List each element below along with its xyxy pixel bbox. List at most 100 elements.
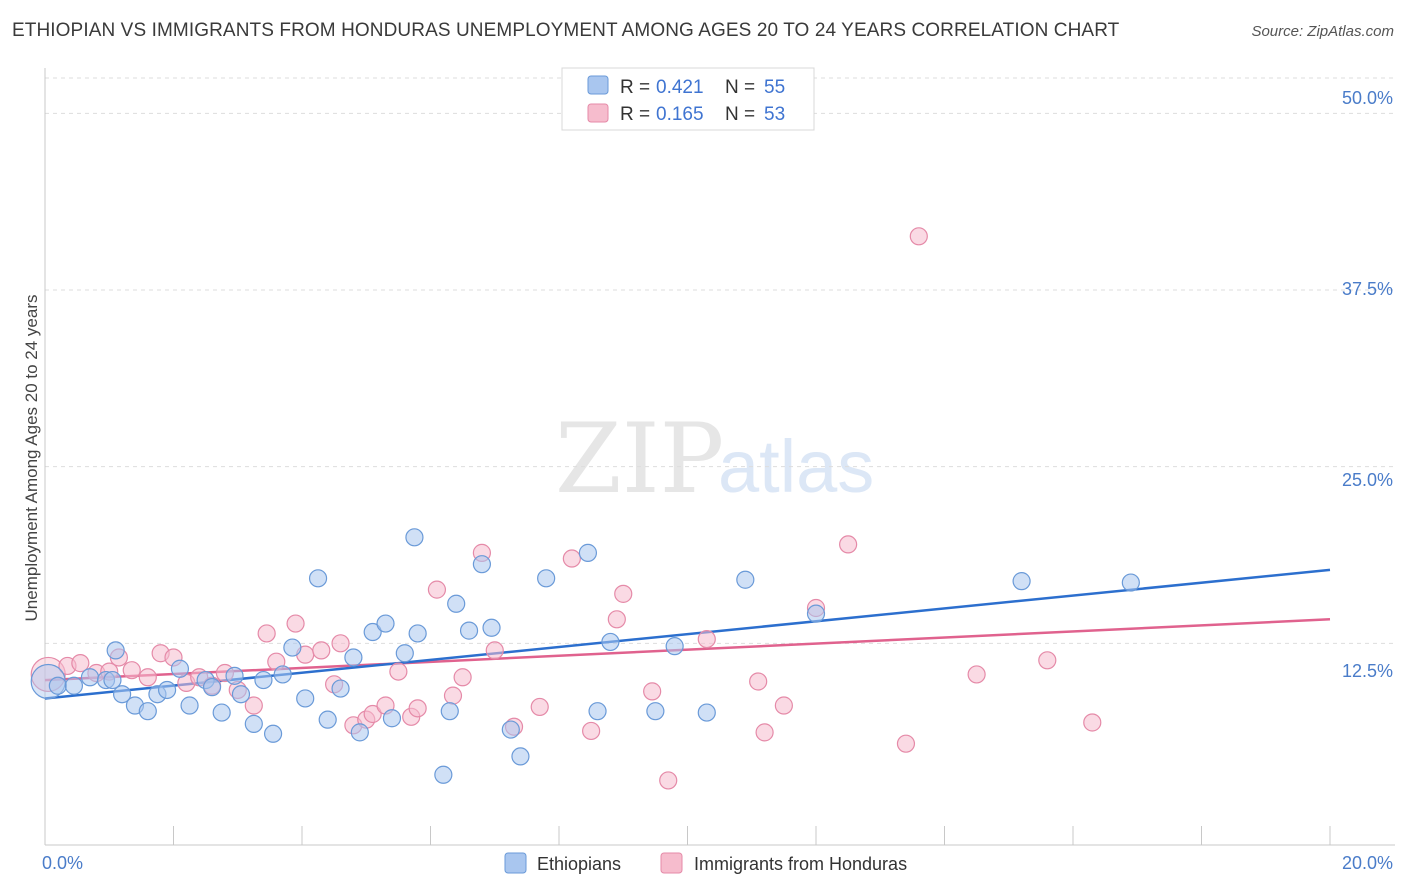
ethiopian-point (459, 621, 479, 640)
ethiopian-point (646, 702, 665, 721)
ethiopian-point (308, 569, 328, 588)
honduras-point (839, 535, 858, 554)
honduras-point (774, 696, 793, 715)
gridlines (45, 77, 1395, 644)
ethiopian-point (806, 604, 826, 623)
legend-r-value: 0.165 (656, 104, 704, 125)
honduras-point (582, 721, 601, 741)
ethiopian-point (537, 569, 556, 588)
y-tick-label: 50.0% (1342, 88, 1393, 108)
honduras-point (967, 665, 986, 684)
honduras-point (485, 641, 504, 660)
ethiopian-point (112, 685, 132, 704)
ethiopian-points (30, 528, 1140, 784)
honduras-point (909, 227, 928, 246)
ethiopian-point (1012, 572, 1031, 591)
ethiopian-point (434, 765, 453, 784)
ethiopian-point (231, 685, 251, 704)
trend-line-honduras (44, 618, 1331, 682)
honduras-point (408, 699, 427, 718)
legend-n-label: N = (725, 104, 755, 125)
honduras-point (659, 771, 678, 790)
ethiopian-point (48, 676, 67, 695)
legend-n-value: 55 (764, 77, 785, 98)
honduras-point (286, 614, 305, 633)
y-tick-label: 25.0% (1342, 470, 1393, 490)
honduras-point (643, 682, 662, 701)
honduras-point (427, 580, 447, 599)
legend-n-label: N = (725, 77, 755, 98)
legend-swatch-honduras (660, 852, 683, 874)
ethiopian-point (138, 702, 157, 721)
ethiopian-point (170, 659, 190, 678)
honduras-point (312, 641, 331, 660)
honduras-point (749, 672, 768, 691)
ethiopian-point (395, 644, 414, 663)
ethiopian-point (296, 689, 315, 708)
ethiopian-point (382, 709, 402, 728)
y-axis-label: Unemployment Among Ages 20 to 24 years (22, 295, 41, 622)
axes (44, 68, 1395, 846)
honduras-point (71, 654, 90, 673)
ethiopian-point (254, 670, 273, 690)
honduras-point (530, 697, 549, 717)
legend-swatch-ethiopians (504, 852, 527, 874)
ethiopian-point (405, 528, 424, 547)
honduras-point (607, 610, 626, 629)
ethiopian-point (482, 618, 501, 637)
honduras-point (614, 584, 633, 603)
honduras-point (331, 634, 350, 653)
y-tick-label: 37.5% (1342, 279, 1393, 299)
ethiopian-point (376, 614, 395, 633)
honduras-point (896, 734, 916, 753)
ethiopian-point (273, 665, 292, 684)
ethiopian-point (202, 678, 222, 697)
ethiopian-point (106, 641, 125, 660)
source-label: Source: ZipAtlas.com (1251, 23, 1394, 40)
ethiopian-point (344, 648, 363, 667)
ethiopian-point (511, 747, 530, 766)
legend-swatch-blue (587, 75, 609, 95)
honduras-point (1038, 651, 1057, 670)
honduras-point (389, 662, 408, 681)
ethiopian-point (103, 670, 122, 690)
legend-label-ethiopians: Ethiopians (537, 854, 621, 874)
ethiopian-point (408, 624, 427, 643)
ethiopian-point (665, 637, 684, 656)
x-tick-label: 0.0% (42, 853, 83, 873)
ethiopian-point (1121, 573, 1140, 592)
honduras-point (443, 686, 463, 705)
ethiopian-point (363, 622, 382, 642)
honduras-point (697, 629, 716, 649)
honduras-point (453, 668, 472, 687)
ethiopian-point (331, 679, 350, 698)
ethiopian-point (472, 555, 491, 574)
ethiopian-point (447, 594, 466, 613)
ethiopian-point (318, 710, 337, 729)
legend-r-label: R = (620, 77, 650, 98)
ethiopian-point (212, 703, 231, 722)
y-tick-label: 12.5% (1342, 661, 1393, 681)
honduras-point (244, 696, 263, 715)
ethiopian-point (350, 723, 369, 742)
ethiopian-point (244, 714, 263, 733)
honduras-point (562, 549, 581, 568)
legend-swatch-pink (587, 103, 609, 123)
ethiopian-point (157, 680, 177, 700)
legend-label-honduras: Immigrants from Honduras (694, 854, 907, 874)
ethiopian-point (80, 668, 100, 687)
ethiopian-point (180, 696, 199, 715)
ethiopian-point (64, 676, 84, 695)
legend-r-label: R = (620, 104, 650, 125)
ethiopian-point (283, 638, 302, 657)
x-tick-label: 20.0% (1342, 853, 1393, 873)
honduras-point (363, 704, 382, 724)
legend-r-value: 0.421 (656, 77, 704, 98)
honduras-point (122, 661, 141, 680)
honduras-point (755, 723, 774, 742)
ethiopian-point (263, 724, 283, 743)
ethiopian-point (501, 720, 520, 739)
chart-title: ETHIOPIAN VS IMMIGRANTS FROM HONDURAS UN… (12, 20, 1120, 41)
honduras-point (138, 668, 157, 687)
